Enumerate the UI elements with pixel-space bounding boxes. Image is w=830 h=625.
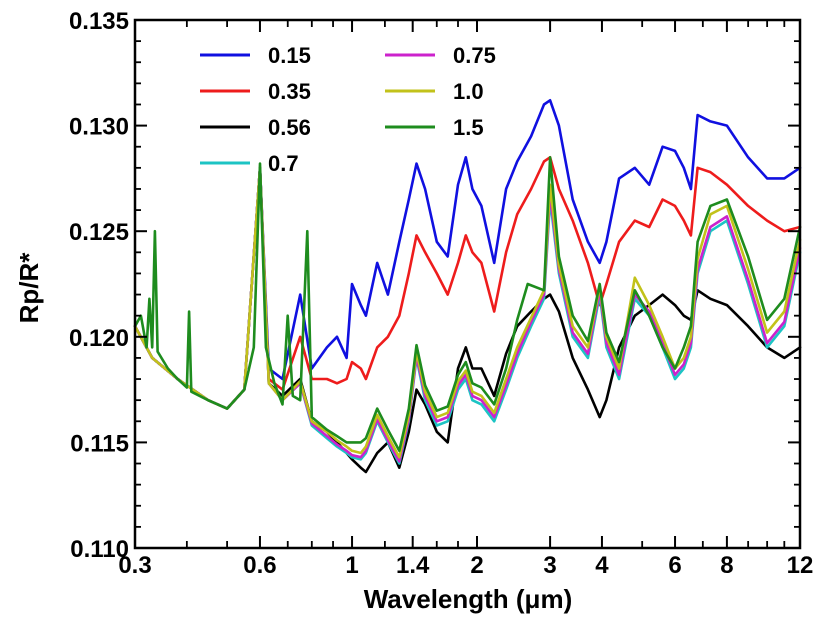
x-tick-label: 2 [470,552,483,579]
x-tick-label: 12 [787,552,814,579]
legend-label: 1.5 [453,115,484,140]
x-axis-title: Wavelength (μm) [364,584,573,614]
legend-label: 0.35 [268,79,311,104]
x-tick-label: 8 [720,552,733,579]
x-tick-label: 1.4 [396,552,430,579]
axis-ticks [134,19,801,549]
x-tick-label: 0.6 [243,552,276,579]
legend-label: 0.56 [268,115,311,140]
x-tick-label: 1 [345,552,358,579]
series-lines [133,99,802,474]
series-line-0-56 [133,166,802,474]
legend-label: 1.0 [453,79,484,104]
y-tick-label: 0.135 [69,8,129,35]
y-tick-label: 0.125 [69,219,129,246]
y-tick-label: 0.130 [69,114,129,141]
y-tick-label: 0.120 [69,325,129,352]
x-tick-label: 4 [595,552,609,579]
legend-label: 0.7 [268,151,299,176]
plot-frame [133,18,802,550]
series-line-0-35 [133,156,802,410]
y-tick-labels: 0.110 0.115 0.120 0.125 0.130 0.135 [69,8,129,563]
plot-border [133,18,802,550]
x-tick-labels: 0.3 0.6 1 1.4 2 3 4 6 8 12 [118,552,813,579]
series-line-0-15 [133,99,802,410]
y-axis-title: Rp/R* [14,252,44,324]
legend-label: 0.75 [453,43,496,68]
series-line-1-5 [133,156,802,453]
x-tick-label: 3 [543,552,556,579]
x-tick-label: 0.3 [118,552,151,579]
y-tick-label: 0.115 [70,430,129,457]
y-tick-label: 0.110 [70,536,129,563]
legend: 0.15 0.35 0.56 0.7 0.75 1.0 1.5 [200,43,496,176]
x-tick-label: 6 [668,552,681,579]
legend-label: 0.15 [268,43,311,68]
